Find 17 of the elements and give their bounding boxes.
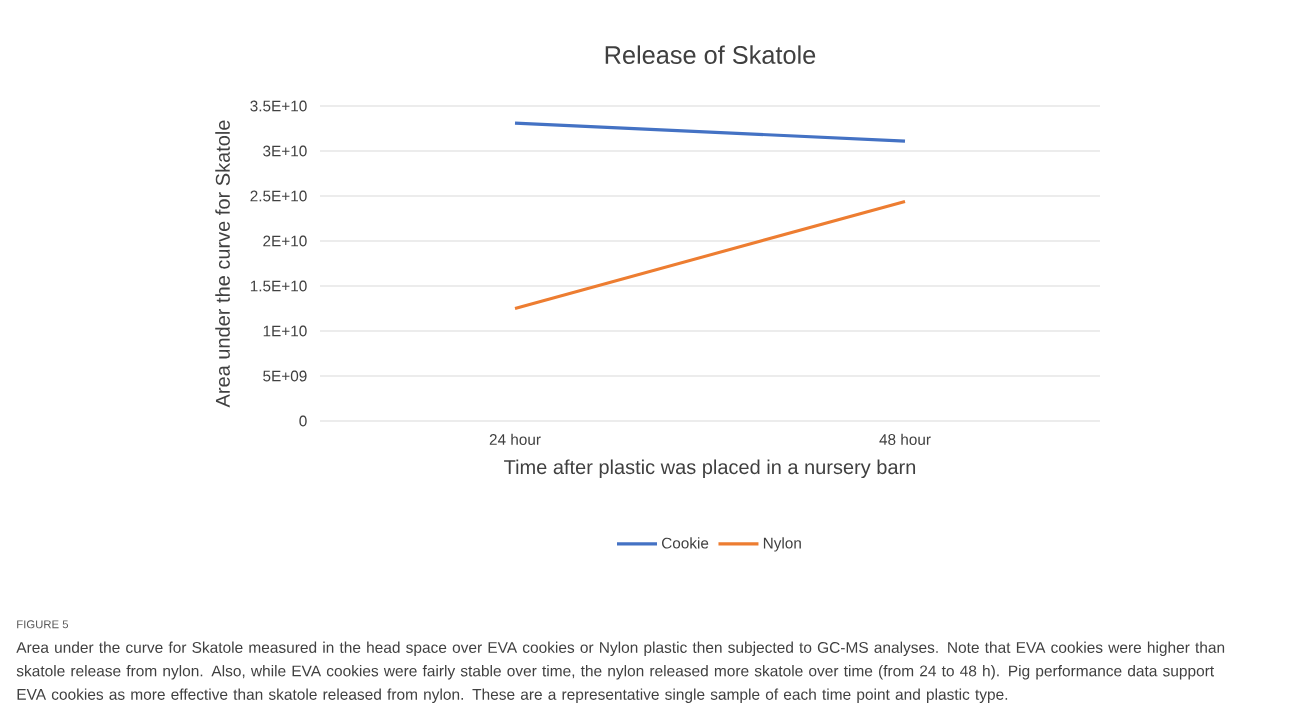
y-tick-label: 1.5E+10 <box>250 280 307 292</box>
y-axis-title: Area under the curve for Skatole <box>215 120 230 408</box>
legend-label: Cookie <box>661 537 709 549</box>
text: Area under the curve for Skatole measured in the head space over EVA cookies or Nylon plastic then subjected to GC-MS analyses. Note that EVA cookies were higher than skatole release from nylon. Also, while EVA cookies were fairly stable over time, the nylon released more skatole over time (from 24 to 48 h). Pig performance data support EVA cookies as more effective than skatole released from nylon. These are a representative single sample of each time point and plastic type. <box>16 641 1225 703</box>
chart-title: Release of Skatole <box>605 45 816 64</box>
x-tick-label: 24 hour <box>489 433 541 445</box>
y-tick-label: 1E+10 <box>263 325 307 337</box>
y-tick-label: 0 <box>299 415 307 427</box>
y-tick-label: 2E+10 <box>263 235 307 247</box>
caption: FIGURE 5 <box>17 620 69 629</box>
x-axis-title: Time after plastic was placed in a nursery barn <box>504 459 916 479</box>
y-tick-label: 3E+10 <box>263 145 307 157</box>
x-tick-label: 48 hour <box>879 433 931 445</box>
y-tick-label: 5E+09 <box>263 370 307 382</box>
y-tick-label: 3.5E+10 <box>250 100 307 112</box>
legend-label: Nylon <box>763 537 801 552</box>
y-tick-label: 2.5E+10 <box>250 190 307 202</box>
